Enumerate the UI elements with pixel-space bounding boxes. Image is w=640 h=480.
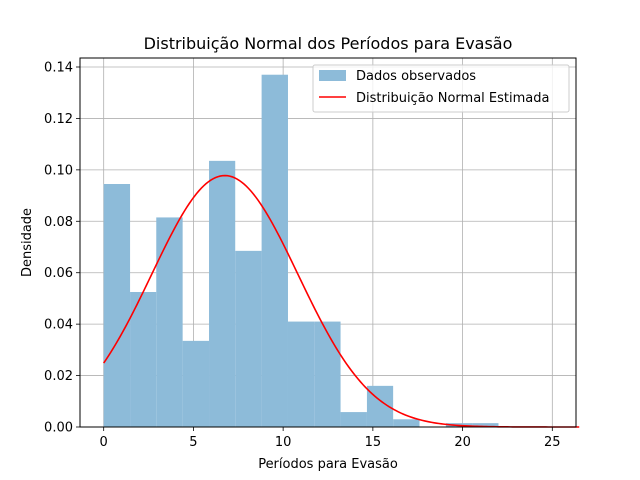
- x-tick-label: 10: [275, 435, 292, 450]
- histogram-bar: [340, 412, 367, 427]
- x-tick-label: 0: [100, 435, 108, 450]
- x-axis-ticks: 0 5 10 15 20 25: [100, 427, 561, 450]
- histogram-bar: [209, 160, 236, 427]
- y-tick-label: 0.00: [44, 421, 73, 436]
- y-tick-label: 0.06: [44, 266, 73, 281]
- legend-label-observed: Dados observados: [356, 69, 476, 84]
- plot-frame: [79, 57, 577, 428]
- x-tick-label: 25: [544, 435, 561, 450]
- histogram-bar: [314, 321, 341, 427]
- histogram-bar: [472, 423, 499, 427]
- histogram-bar: [287, 321, 315, 427]
- y-axis-ticks: 0.00 0.02 0.04 0.06 0.08 0.10 0.12 0.14: [44, 61, 80, 436]
- legend-box: [312, 64, 570, 113]
- histogram-bar: [235, 250, 262, 427]
- histogram-bar: [393, 419, 420, 427]
- histogram-bar: [261, 74, 288, 427]
- histogram-bar: [182, 340, 210, 427]
- x-tick-label: 20: [454, 435, 471, 450]
- y-axis-label: Densidade: [20, 208, 35, 277]
- y-tick-label: 0.08: [44, 215, 73, 230]
- histogram-bar: [156, 217, 183, 427]
- y-tick-label: 0.04: [44, 318, 73, 333]
- chart-title: Distribuição Normal dos Períodos para Ev…: [144, 34, 513, 53]
- y-tick-label: 0.14: [44, 61, 73, 76]
- legend: Dados observados Distribuição Normal Est…: [312, 64, 570, 113]
- x-tick-label: 5: [189, 435, 197, 450]
- histogram-bar: [103, 184, 131, 427]
- y-tick-label: 0.12: [44, 112, 73, 127]
- y-tick-label: 0.02: [44, 369, 73, 384]
- histogram-bar: [130, 292, 157, 427]
- histogram-bars: [103, 74, 499, 427]
- y-tick-label: 0.10: [44, 163, 73, 178]
- legend-label-normal: Distribuição Normal Estimada: [356, 91, 549, 106]
- legend-swatch-observed: [319, 70, 346, 81]
- x-axis-label: Períodos para Evasão: [258, 457, 398, 472]
- x-tick-label: 15: [365, 435, 382, 450]
